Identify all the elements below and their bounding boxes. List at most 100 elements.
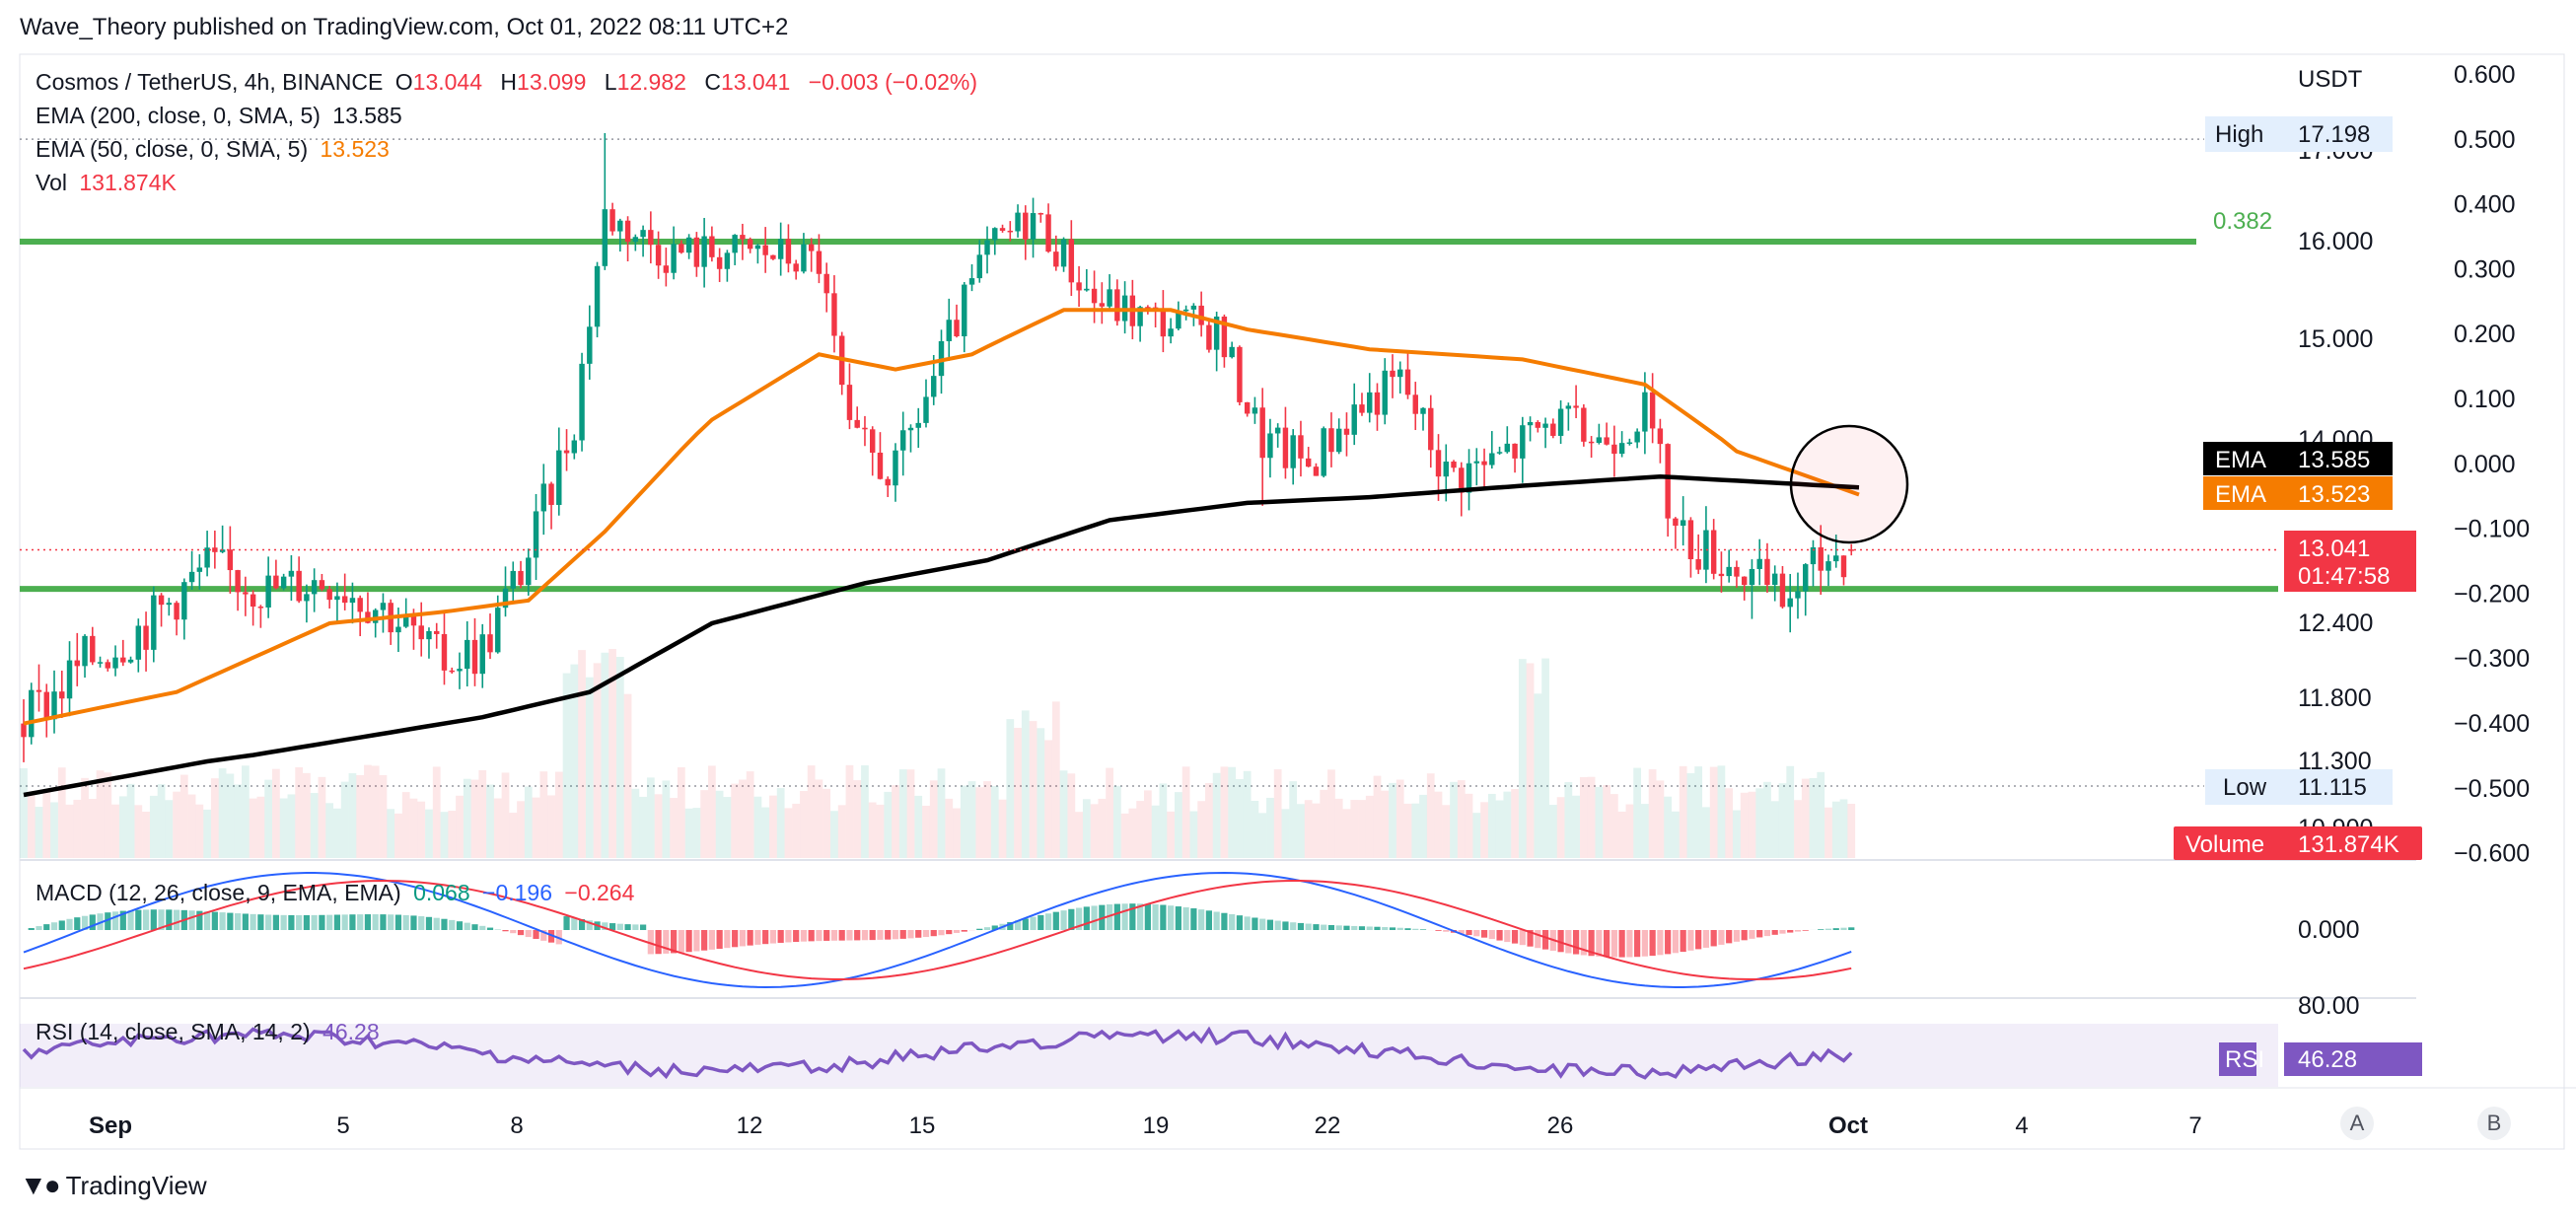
candle-body[interactable] — [1588, 441, 1595, 444]
candle-body[interactable] — [418, 625, 424, 640]
candle-body[interactable] — [533, 511, 539, 558]
candle-body[interactable] — [1618, 443, 1625, 455]
candle-body[interactable] — [1229, 346, 1235, 358]
candle-body[interactable] — [1833, 555, 1839, 562]
candle-body[interactable] — [808, 244, 815, 251]
candle-body[interactable] — [1045, 214, 1051, 252]
rsi-legend[interactable]: RSI (14, close, SMA, 14, 2) 46.28 — [36, 1019, 386, 1045]
candle-body[interactable] — [502, 588, 509, 609]
candle-body[interactable] — [1030, 213, 1037, 240]
candle-body[interactable] — [594, 265, 601, 327]
candle-body[interactable] — [1443, 462, 1449, 477]
candle-body[interactable] — [402, 614, 409, 627]
candle-body[interactable] — [1007, 230, 1014, 233]
macd-line[interactable] — [23, 871, 1852, 989]
candle-body[interactable] — [1649, 392, 1656, 429]
candle-body[interactable] — [1840, 555, 1847, 578]
candle-body[interactable] — [1779, 573, 1786, 608]
candle-body[interactable] — [1015, 212, 1021, 232]
candle-body[interactable] — [135, 625, 142, 660]
candle-body[interactable] — [1321, 428, 1326, 476]
candle-body[interactable] — [1244, 401, 1251, 414]
candle-body[interactable] — [120, 657, 126, 663]
candle-body[interactable] — [1749, 568, 1755, 586]
candle-body[interactable] — [1481, 461, 1487, 466]
candle-body[interactable] — [1756, 558, 1762, 569]
candle-body[interactable] — [1412, 394, 1418, 414]
candle-body[interactable] — [793, 263, 799, 272]
candle-body[interactable] — [518, 570, 524, 586]
ema50-legend[interactable]: EMA (50, close, 0, SMA, 5) 13.523 — [36, 136, 395, 163]
candle-body[interactable] — [227, 549, 234, 571]
ema50-badge[interactable] — [2203, 476, 2393, 510]
candle-body[interactable] — [1213, 316, 1220, 350]
candle-body[interactable] — [931, 376, 937, 397]
candle-body[interactable] — [1673, 518, 1679, 527]
candle-body[interactable] — [1542, 423, 1548, 428]
candle-body[interactable] — [36, 689, 42, 692]
ema200-badge[interactable] — [2203, 442, 2393, 475]
ema50-line[interactable] — [23, 308, 1860, 726]
candle-body[interactable] — [1390, 370, 1395, 378]
candle-body[interactable] — [188, 571, 195, 583]
auto-scale-button[interactable]: A — [2340, 1107, 2374, 1140]
candle-body[interactable] — [716, 256, 723, 269]
candle-body[interactable] — [1512, 443, 1518, 459]
candle-body[interactable] — [296, 570, 302, 602]
candle-body[interactable] — [877, 452, 884, 479]
candle-body[interactable] — [1535, 421, 1541, 428]
candle-body[interactable] — [311, 580, 318, 595]
candle-body[interactable] — [479, 634, 485, 675]
candle-body[interactable] — [609, 209, 615, 232]
candle-body[interactable] — [1550, 423, 1556, 436]
candle-body[interactable] — [1404, 369, 1411, 395]
candle-body[interactable] — [181, 582, 187, 620]
candle-body[interactable] — [471, 639, 478, 675]
candle-body[interactable] — [1695, 558, 1701, 570]
candle-body[interactable] — [449, 670, 455, 673]
candle-body[interactable] — [1084, 288, 1090, 291]
candle-body[interactable] — [571, 440, 578, 454]
candle-body[interactable] — [831, 293, 837, 336]
candle-body[interactable] — [1665, 444, 1671, 519]
candle-body[interactable] — [280, 576, 287, 589]
candle-body[interactable] — [709, 236, 715, 257]
candle-body[interactable] — [785, 239, 792, 264]
ema200-legend[interactable]: EMA (200, close, 0, SMA, 5) 13.585 — [36, 103, 408, 129]
candle-body[interactable] — [869, 429, 876, 453]
candle-body[interactable] — [762, 245, 768, 255]
rsi-badge[interactable] — [2284, 1042, 2422, 1076]
candle-body[interactable] — [1076, 282, 1082, 291]
candle-body[interactable] — [1726, 566, 1732, 577]
candle-body[interactable] — [1557, 408, 1564, 436]
candle-body[interactable] — [1473, 461, 1480, 464]
candle-body[interactable] — [962, 284, 967, 337]
candle-body[interactable] — [380, 603, 387, 610]
candle-body[interactable] — [1397, 369, 1403, 378]
candle-body[interactable] — [112, 657, 118, 669]
candle-body[interactable] — [999, 228, 1006, 231]
candle-body[interactable] — [1642, 392, 1648, 432]
candle-body[interactable] — [587, 326, 593, 364]
candle-body[interactable] — [563, 450, 570, 454]
candle-body[interactable] — [556, 450, 562, 505]
candle-body[interactable] — [82, 635, 88, 667]
candle-body[interactable] — [693, 237, 700, 267]
candle-body[interactable] — [747, 239, 753, 250]
candle-body[interactable] — [648, 230, 654, 246]
candle-body[interactable] — [1336, 428, 1342, 453]
candle-body[interactable] — [701, 236, 707, 267]
candle-body[interactable] — [1504, 443, 1511, 453]
candle-body[interactable] — [43, 691, 49, 720]
candle-body[interactable] — [954, 320, 960, 337]
candle-body[interactable] — [1267, 433, 1273, 459]
candle-body[interactable] — [854, 419, 860, 428]
candle-body[interactable] — [992, 228, 998, 241]
candle-body[interactable] — [265, 575, 271, 608]
candle-body[interactable] — [526, 557, 532, 586]
candle-body[interactable] — [1657, 428, 1664, 445]
candle-body[interactable] — [74, 660, 80, 667]
candle-body[interactable] — [1298, 435, 1304, 459]
candle-body[interactable] — [679, 244, 684, 253]
